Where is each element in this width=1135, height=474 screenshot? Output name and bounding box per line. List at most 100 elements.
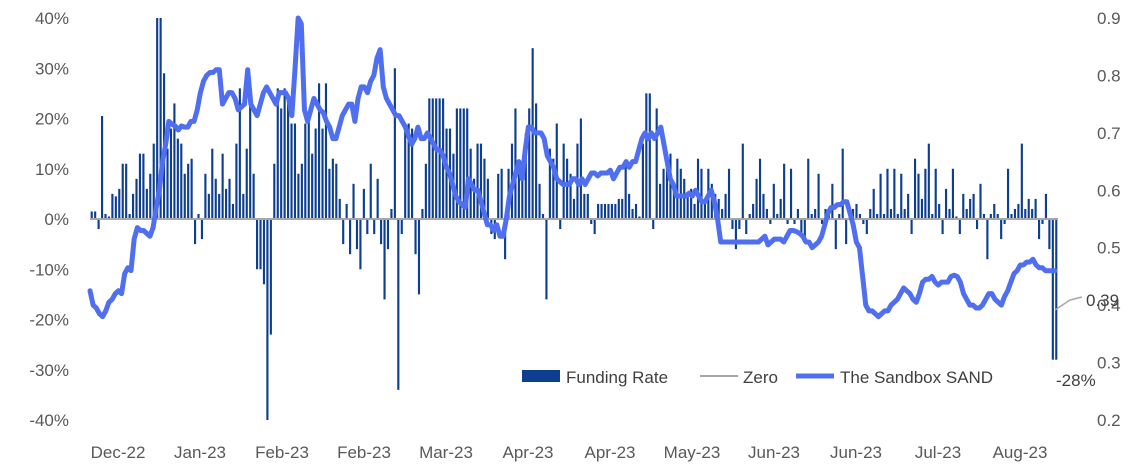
- funding-rate-bar: [896, 213, 899, 219]
- funding-rate-bar: [200, 219, 204, 240]
- funding-rate-bar: [958, 219, 961, 235]
- funding-rate-bar: [1027, 198, 1030, 219]
- funding-rate-bar: [97, 219, 100, 230]
- funding-rate-bar: [1013, 208, 1017, 219]
- funding-rate-bar: [579, 118, 582, 219]
- funding-rate-bar: [745, 219, 748, 235]
- funding-rate-bar: [865, 219, 868, 235]
- funding-rate-bar: [562, 143, 565, 220]
- funding-rate-bar: [328, 168, 331, 219]
- funding-rate-bar: [814, 208, 817, 219]
- funding-rate-bar: [796, 208, 799, 219]
- funding-rate-bar: [225, 188, 228, 219]
- funding-rate-bar: [614, 203, 617, 219]
- funding-rate-bar: [1051, 219, 1054, 360]
- funding-rate-bar: [962, 193, 965, 220]
- funding-rate-bar: [552, 158, 555, 219]
- funding-rate-bar: [479, 143, 483, 220]
- right-axis-tick-label: 0.2: [1097, 411, 1121, 430]
- funding-rate-bar: [355, 219, 359, 250]
- funding-rate-bar: [938, 203, 941, 219]
- funding-rate-bar: [597, 203, 600, 219]
- funding-rate-bar: [256, 219, 259, 270]
- funding-rate-bar: [590, 219, 593, 225]
- funding-rate-bar: [900, 173, 903, 219]
- funding-rate-bar: [125, 163, 128, 219]
- funding-rate-bar: [986, 219, 989, 260]
- sand-price-line: [87, 15, 1058, 320]
- funding-rate-bar: [1010, 213, 1013, 219]
- funding-rate-bar: [473, 178, 476, 219]
- legend: Funding Rate Zero The Sandbox SAND: [522, 368, 993, 387]
- funding-rate-bar: [273, 163, 276, 219]
- funding-rate-bar: [610, 203, 613, 219]
- funding-rate-bar: [548, 148, 551, 219]
- funding-rate-bar: [810, 213, 813, 219]
- funding-rate-bar: [686, 193, 689, 220]
- x-axis-tick-label: Jun-23: [748, 443, 800, 462]
- x-axis-tick-label: Jan-23: [174, 443, 226, 462]
- funding-rate-bar: [1017, 203, 1020, 219]
- funding-rate-bar: [676, 158, 679, 219]
- funding-rate-bar: [252, 173, 255, 219]
- x-axis-tick-label: Dec-22: [91, 443, 146, 462]
- funding-rate-bar: [300, 163, 303, 219]
- funding-rate-bar: [376, 178, 379, 219]
- legend-label-zero: Zero: [743, 368, 778, 387]
- funding-rate-bar: [786, 219, 789, 225]
- right-axis-tick-label: 0.8: [1097, 66, 1121, 85]
- funding-rate-bar: [631, 208, 634, 219]
- funding-rate-bar: [869, 208, 872, 219]
- funding-rate-bar: [107, 216, 111, 219]
- funding-rate-bar: [772, 183, 775, 219]
- funding-rate-bar: [879, 173, 882, 219]
- funding-rate-bar: [982, 213, 986, 219]
- funding-rate-bar: [283, 88, 286, 219]
- funding-rate-bar: [838, 213, 841, 219]
- funding-rate-bar: [948, 208, 951, 219]
- funding-rate-bar: [903, 208, 906, 219]
- funding-rate-bar: [934, 168, 937, 219]
- funding-rate-bar: [910, 219, 913, 235]
- funding-rate-bar: [535, 103, 538, 219]
- funding-rate-bar: [793, 219, 796, 225]
- funding-rate-bar: [304, 123, 307, 219]
- funding-rate-bar: [338, 198, 341, 219]
- funding-rate-bar: [421, 208, 424, 219]
- funding-rate-bar: [593, 219, 596, 235]
- funding-rate-bar: [145, 188, 148, 219]
- funding-rate-bar: [662, 168, 665, 219]
- funding-rate-bar: [600, 203, 603, 219]
- funding-rate-bar: [665, 163, 669, 219]
- funding-rate-bar: [721, 208, 724, 219]
- funding-rate-bar: [648, 93, 651, 220]
- funding-rate-bar: [672, 183, 675, 219]
- funding-rate-bar: [176, 138, 179, 219]
- funding-rate-bar: [727, 168, 731, 219]
- price-annotation-connector-tail: [1069, 296, 1083, 301]
- funding-rate-bar: [504, 219, 507, 260]
- funding-rate-bar: [607, 203, 610, 219]
- funding-rate-bar: [390, 208, 393, 219]
- left-axis-tick-label: 10%: [35, 160, 69, 179]
- funding-rate-bar: [683, 178, 686, 219]
- funding-rate-bar: [1024, 208, 1027, 219]
- funding-rate-bar: [765, 208, 768, 219]
- funding-rate-bar: [331, 158, 334, 219]
- right-axis-tick-label: 0.5: [1097, 239, 1121, 258]
- funding-rate-bar: [538, 183, 541, 219]
- funding-rate-bar: [541, 213, 545, 219]
- funding-rate-bar: [411, 128, 414, 219]
- funding-rate-bar: [90, 211, 93, 219]
- funding-rate-bar: [259, 219, 262, 270]
- funding-rate-bar: [1034, 198, 1037, 219]
- x-axis-tick-label: Jun-23: [830, 443, 882, 462]
- funding-rate-bar: [617, 198, 620, 219]
- funding-rate-bar: [993, 203, 996, 219]
- funding-rate-bar: [717, 198, 720, 219]
- funding-rate-bar: [652, 219, 655, 230]
- funding-rate-bar: [366, 219, 369, 235]
- funding-rate-bar: [893, 168, 896, 219]
- funding-rate-bar: [459, 108, 462, 219]
- funding-rate-bar: [913, 158, 917, 219]
